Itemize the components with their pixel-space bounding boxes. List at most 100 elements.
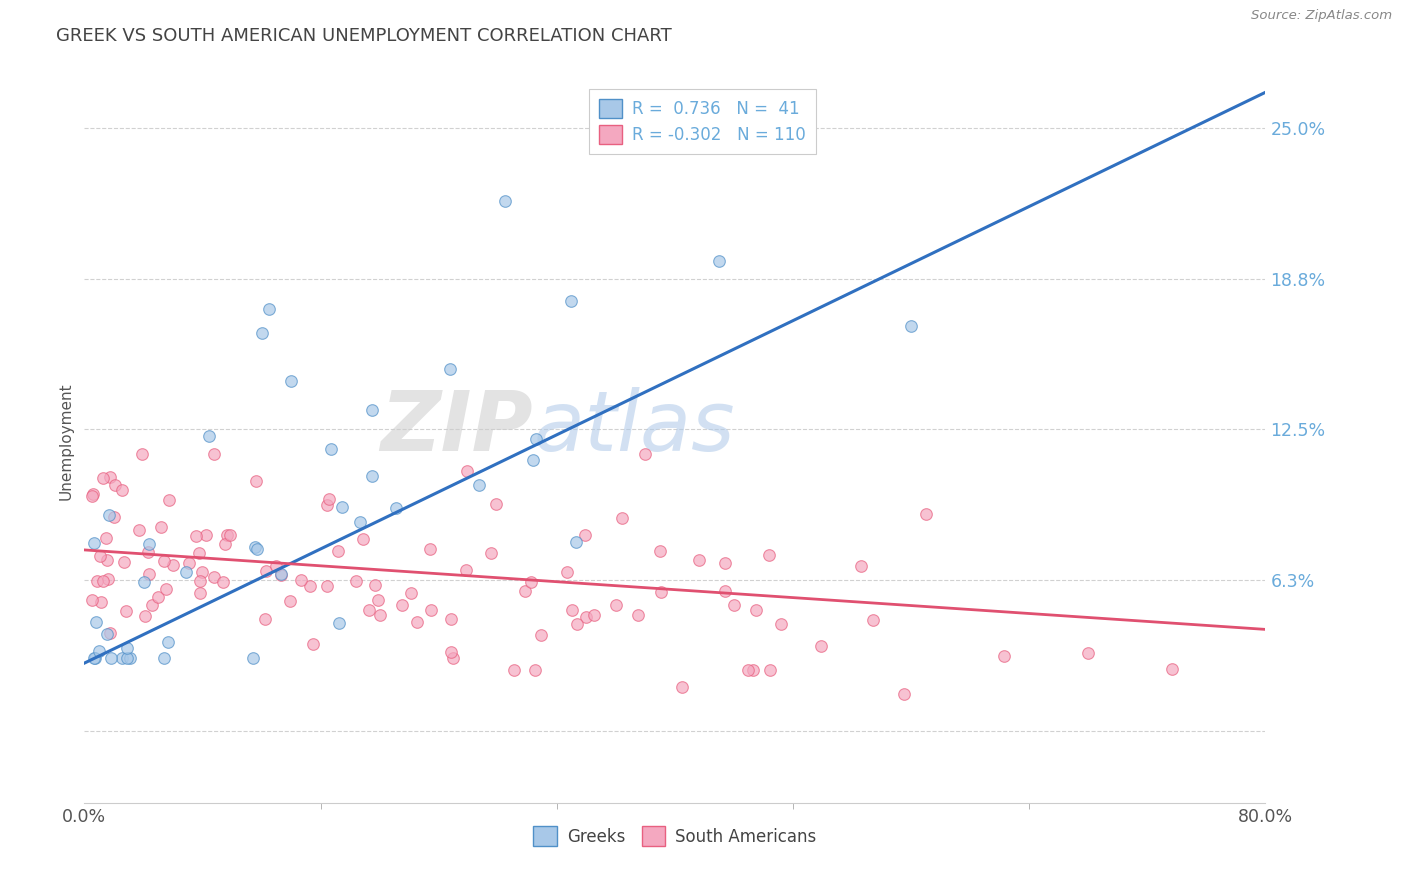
- Point: [769, 617, 792, 632]
- Point: [83, 651, 105, 665]
- Point: [522, 452, 544, 467]
- Point: [82, 487, 104, 501]
- Point: [405, 615, 427, 630]
- Point: [155, 582, 177, 597]
- Point: [529, 628, 551, 642]
- Point: [114, 604, 136, 618]
- Point: [723, 599, 745, 613]
- Point: [136, 545, 159, 559]
- Point: [87, 644, 111, 658]
- Text: atlas: atlas: [533, 386, 735, 467]
- Point: [187, 546, 209, 560]
- Point: [420, 603, 443, 617]
- Point: [270, 568, 292, 582]
- Point: [810, 639, 832, 653]
- Point: [612, 511, 634, 525]
- Point: [242, 651, 264, 665]
- Point: [671, 680, 693, 694]
- Point: [758, 548, 780, 562]
- Point: [368, 607, 391, 622]
- Point: [709, 253, 731, 268]
- Point: [605, 599, 627, 613]
- Point: [737, 663, 759, 677]
- Point: [86, 574, 108, 589]
- Point: [391, 599, 413, 613]
- Point: [1160, 662, 1182, 676]
- Point: [93, 574, 115, 588]
- Point: [344, 574, 367, 588]
- Point: [503, 664, 526, 678]
- Point: [575, 610, 598, 624]
- Point: [131, 446, 153, 460]
- Point: [993, 649, 1015, 664]
- Point: [316, 579, 339, 593]
- Point: [384, 500, 406, 515]
- Point: [98, 470, 121, 484]
- Point: [361, 469, 384, 483]
- Point: [156, 635, 179, 649]
- Point: [900, 318, 922, 333]
- Point: [332, 500, 354, 514]
- Point: [328, 615, 350, 630]
- Point: [90, 595, 112, 609]
- Point: [245, 475, 267, 489]
- Point: [352, 532, 374, 546]
- Legend: Greeks, South Americans: Greeks, South Americans: [527, 820, 823, 852]
- Point: [328, 544, 350, 558]
- Point: [714, 556, 737, 570]
- Point: [367, 592, 389, 607]
- Point: [524, 433, 547, 447]
- Point: [202, 570, 225, 584]
- Point: [280, 375, 302, 389]
- Point: [565, 535, 588, 549]
- Point: [188, 574, 211, 588]
- Point: [112, 555, 135, 569]
- Point: [364, 578, 387, 592]
- Point: [120, 651, 142, 665]
- Point: [153, 553, 176, 567]
- Point: [98, 626, 121, 640]
- Point: [215, 528, 238, 542]
- Point: [138, 536, 160, 550]
- Point: [111, 483, 134, 497]
- Point: [299, 578, 322, 592]
- Point: [582, 607, 605, 622]
- Point: [440, 645, 463, 659]
- Point: [290, 573, 312, 587]
- Point: [150, 520, 173, 534]
- Point: [195, 528, 218, 542]
- Point: [627, 607, 650, 622]
- Point: [97, 572, 120, 586]
- Point: [80, 489, 103, 503]
- Point: [862, 613, 884, 627]
- Text: GREEK VS SOUTH AMERICAN UNEMPLOYMENT CORRELATION CHART: GREEK VS SOUTH AMERICAN UNEMPLOYMENT COR…: [56, 27, 672, 45]
- Point: [184, 529, 207, 543]
- Point: [243, 541, 266, 555]
- Point: [100, 651, 122, 665]
- Point: [188, 585, 211, 599]
- Point: [634, 446, 657, 460]
- Point: [688, 553, 710, 567]
- Point: [560, 294, 582, 309]
- Point: [177, 557, 200, 571]
- Point: [494, 194, 516, 208]
- Point: [159, 493, 181, 508]
- Point: [117, 651, 139, 665]
- Point: [96, 627, 118, 641]
- Point: [523, 664, 546, 678]
- Point: [555, 565, 578, 579]
- Text: ZIP: ZIP: [381, 386, 533, 467]
- Point: [146, 590, 169, 604]
- Point: [650, 585, 672, 599]
- Point: [456, 465, 478, 479]
- Point: [219, 528, 242, 542]
- Point: [134, 608, 156, 623]
- Point: [316, 499, 339, 513]
- Point: [467, 477, 489, 491]
- Point: [257, 301, 280, 317]
- Point: [915, 507, 938, 521]
- Point: [479, 546, 502, 560]
- Point: [214, 537, 236, 551]
- Point: [202, 446, 225, 460]
- Point: [520, 575, 543, 590]
